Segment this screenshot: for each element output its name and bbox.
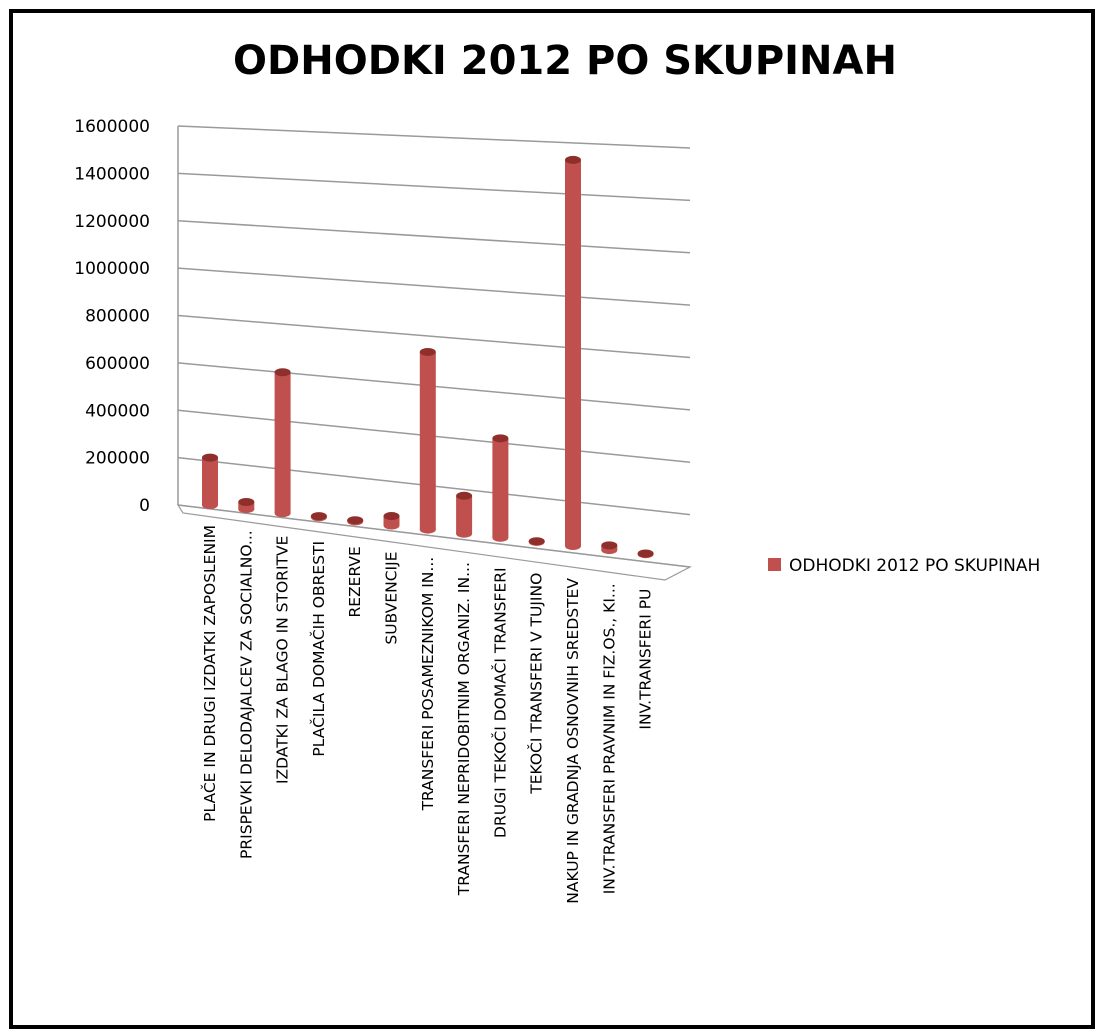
y-tick-label: 1400000 bbox=[74, 164, 150, 184]
bars bbox=[202, 155, 654, 559]
x-tick-label: PLAČILA DOMAČIH OBRESTI bbox=[309, 541, 328, 757]
bar bbox=[238, 497, 255, 514]
axes bbox=[176, 126, 692, 581]
x-tick-label: NAKUP IN GRADNJA OSNOVNIH SREDSTEV bbox=[564, 578, 582, 904]
x-tick-label: TRANSFERI POSAMEZNIKOM IN... bbox=[419, 557, 437, 812]
legend-label: ODHODKI 2012 PO SKUPINAH bbox=[789, 556, 1040, 576]
bar bbox=[202, 453, 218, 509]
floor bbox=[176, 504, 692, 581]
x-tick-label: DRUGI TEKOČI DOMAČI TRANSFERI bbox=[490, 567, 509, 838]
legend: ODHODKI 2012 PO SKUPINAH bbox=[768, 556, 1040, 576]
x-tick-label: PRISPEVKI DELODAJALCEV ZA SOCIALNO... bbox=[237, 530, 255, 859]
y-tick-label: 0 bbox=[139, 496, 150, 516]
gridline bbox=[177, 172, 691, 202]
gridline bbox=[177, 267, 691, 306]
y-axis-ticks: 0 200000 400000 600000 800000 1000000 1200000 1… bbox=[74, 117, 150, 516]
x-tick-label: PLAČE IN DRUGI IZDATKI ZAPOSLENIM bbox=[200, 525, 219, 822]
bar bbox=[565, 155, 581, 550]
bar bbox=[601, 541, 618, 555]
y-tick-label: 1600000 bbox=[74, 117, 150, 137]
y-tick-label: 1200000 bbox=[74, 212, 150, 232]
x-tick-label: IZDATKI ZA BLAGO IN STORITVE bbox=[274, 536, 292, 784]
x-tick-label: INV.TRANSFERI PRAVNIM IN FIZ.OS., KI... bbox=[600, 583, 618, 894]
x-tick-label: SUBVENCIJE bbox=[383, 552, 401, 645]
x-tick-label: REZERVE bbox=[346, 546, 364, 617]
x-tick-label: INV.TRANSFERI PU bbox=[637, 589, 655, 730]
bar bbox=[347, 516, 364, 526]
gridline bbox=[177, 314, 691, 359]
bar bbox=[637, 549, 654, 559]
gridline bbox=[177, 220, 691, 254]
chart-title: ODHODKI 2012 PO SKUPINAH bbox=[233, 38, 897, 84]
y-tick-label: 600000 bbox=[85, 354, 150, 374]
bar bbox=[419, 347, 436, 534]
bar bbox=[383, 512, 400, 530]
bar bbox=[528, 537, 545, 546]
y-tick-label: 200000 bbox=[85, 449, 150, 469]
bar bbox=[492, 434, 509, 542]
x-axis-ticks: PLAČE IN DRUGI IZDATKI ZAPOSLENIM PRISPEV… bbox=[200, 525, 655, 904]
bar bbox=[274, 368, 291, 518]
legend-swatch bbox=[768, 558, 781, 571]
y-tick-label: 1000000 bbox=[74, 259, 150, 279]
y-tick-label: 400000 bbox=[85, 401, 150, 421]
bar bbox=[310, 512, 327, 522]
bar bbox=[456, 491, 473, 538]
x-tick-label: TEKOČI TRANSFERI V TUJINO bbox=[527, 573, 546, 795]
chart-frame bbox=[9, 9, 1095, 1029]
x-tick-label: TRANSFERI NEPRIDOBITNIM ORGANIZ. IN... bbox=[455, 562, 473, 896]
gridline bbox=[177, 125, 691, 149]
y-tick-label: 800000 bbox=[85, 307, 150, 327]
